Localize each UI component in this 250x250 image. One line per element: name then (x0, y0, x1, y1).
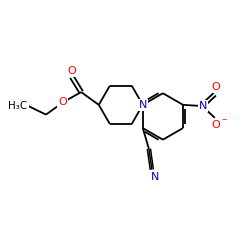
Text: O: O (212, 82, 220, 92)
Text: N: N (199, 101, 207, 111)
Text: O: O (212, 120, 220, 130)
Text: N: N (150, 172, 159, 182)
Text: O: O (68, 66, 76, 76)
Text: $^{-}$: $^{-}$ (222, 118, 228, 128)
Text: O: O (58, 98, 67, 108)
Text: H₃C: H₃C (8, 100, 28, 110)
Text: N: N (138, 100, 147, 110)
